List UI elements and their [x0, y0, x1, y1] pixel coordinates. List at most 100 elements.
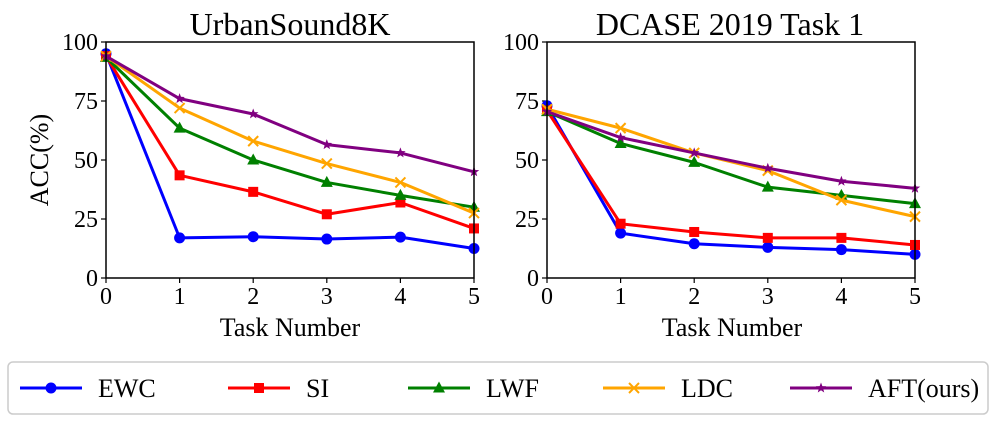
- data-point-ldc: [394, 176, 407, 189]
- y-tick-label: 100: [503, 30, 539, 56]
- data-point-ewc: [762, 241, 774, 253]
- data-point-ldc: [835, 194, 848, 206]
- data-point-ewc: [394, 231, 406, 243]
- series-line-si: [104, 55, 475, 230]
- legend-marker: [45, 382, 57, 394]
- data-point-ldc: [321, 157, 333, 170]
- y-tick-label: 75: [515, 89, 539, 115]
- data-point-lwf: [394, 188, 407, 200]
- data-point-ewc: [174, 232, 186, 244]
- data-point-ldc: [173, 102, 186, 114]
- legend-frame: [7, 361, 989, 415]
- legend-label: LDC: [681, 374, 733, 403]
- plot-frame: [105, 41, 475, 279]
- data-point-lwf: [688, 155, 701, 167]
- x-tick-label: 0: [100, 284, 112, 310]
- x-tick-label: 1: [174, 284, 186, 310]
- data-point-si: [615, 218, 626, 229]
- legend-marker: [628, 382, 640, 394]
- data-point-ewc: [247, 231, 259, 243]
- data-point-aft-ours: [615, 132, 626, 143]
- data-point-si: [836, 232, 847, 243]
- x-tick-label: 2: [688, 284, 700, 310]
- data-point-si: [762, 232, 773, 243]
- data-point-lwf: [320, 175, 333, 187]
- series-group: [100, 48, 480, 254]
- legend-item-si: SI: [228, 374, 329, 403]
- series-line-lwf: [546, 110, 916, 206]
- y-tick-label: 0: [527, 266, 539, 292]
- legend-marker: [815, 382, 827, 393]
- x-tick-label: 1: [615, 284, 627, 310]
- y-tick-label: 0: [86, 266, 98, 292]
- series-line-aft-ours: [546, 110, 916, 190]
- legend-marker: [433, 381, 445, 393]
- y-tick-label: 50: [515, 148, 539, 174]
- data-point-aft-ours: [762, 162, 774, 173]
- series-group: [541, 100, 921, 260]
- data-point-ewc: [321, 233, 333, 245]
- data-point-aft-ours: [395, 147, 406, 158]
- legend-label: AFT(ours): [868, 374, 979, 403]
- x-tick-label: 0: [541, 284, 553, 310]
- series-line-lwf: [104, 56, 475, 209]
- data-point-aft-ours: [174, 93, 185, 104]
- data-point-ldc: [247, 135, 259, 147]
- y-tick-label: 50: [74, 148, 98, 174]
- x-tick-label: 3: [762, 284, 774, 310]
- data-point-si: [248, 186, 259, 197]
- x-axis-label: Task Number: [220, 313, 361, 342]
- data-point-si: [321, 209, 332, 220]
- series-line-ewc: [104, 53, 475, 250]
- y-tick-label: 25: [515, 207, 539, 233]
- chart-urbansound8k: UrbanSound8K ACC(%) Task Number 0 1 2 3 4 502…: [25, 6, 480, 342]
- legend-item-ewc: EWC: [20, 374, 156, 403]
- data-point-aft-ours: [836, 175, 847, 186]
- x-tick-label: 5: [468, 284, 480, 310]
- legend-item-aft-ours: AFT(ours): [790, 374, 979, 403]
- series-line-ldc: [105, 54, 475, 215]
- data-point-aft-ours: [321, 139, 333, 150]
- x-tick-label: 4: [835, 284, 847, 310]
- legend-item-ldc: LDC: [603, 374, 733, 403]
- series-line-si: [545, 109, 916, 247]
- data-point-ewc: [615, 227, 627, 239]
- data-point-si: [395, 197, 406, 208]
- series-line-aft-ours: [105, 54, 475, 174]
- data-point-lwf: [614, 136, 627, 148]
- data-point-ewc: [688, 238, 700, 250]
- y-tick-label: 100: [62, 30, 98, 56]
- data-point-ldc: [614, 122, 627, 134]
- chart-dcase-2019-task-1: DCASE 2019 Task 1 Task Number 0 1 2 3 4 50255…: [503, 6, 921, 342]
- data-point-aft-ours: [688, 147, 700, 158]
- x-tick-label: 3: [321, 284, 333, 310]
- x-axis-label: Task Number: [662, 313, 803, 342]
- legend-marker: [254, 383, 264, 393]
- y-tick-label: 25: [74, 207, 98, 233]
- data-point-si: [174, 170, 185, 181]
- chart-title: UrbanSound8K: [190, 6, 391, 42]
- data-point-lwf: [761, 180, 774, 192]
- data-point-ewc: [835, 244, 847, 256]
- y-tick-label: 75: [74, 89, 98, 115]
- legend-label: LWF: [486, 374, 539, 403]
- data-point-lwf: [247, 153, 260, 165]
- data-point-si: [689, 226, 700, 237]
- x-tick-label: 4: [394, 284, 406, 310]
- plot-frame: [546, 41, 916, 279]
- data-point-lwf: [173, 121, 186, 133]
- legend-label: SI: [306, 374, 329, 403]
- legend: EWC SI LWF LDC AFT(ours): [7, 361, 989, 415]
- data-point-aft-ours: [247, 108, 259, 119]
- series-line-ewc: [545, 104, 916, 256]
- x-tick-label: 2: [247, 284, 259, 310]
- legend-item-lwf: LWF: [408, 374, 539, 403]
- chart-title: DCASE 2019 Task 1: [596, 6, 864, 42]
- x-tick-label: 5: [909, 284, 921, 310]
- legend-label: EWC: [98, 374, 156, 403]
- y-axis-label: ACC(%): [25, 114, 54, 206]
- legend-items: EWC SI LWF LDC AFT(ours): [20, 374, 979, 403]
